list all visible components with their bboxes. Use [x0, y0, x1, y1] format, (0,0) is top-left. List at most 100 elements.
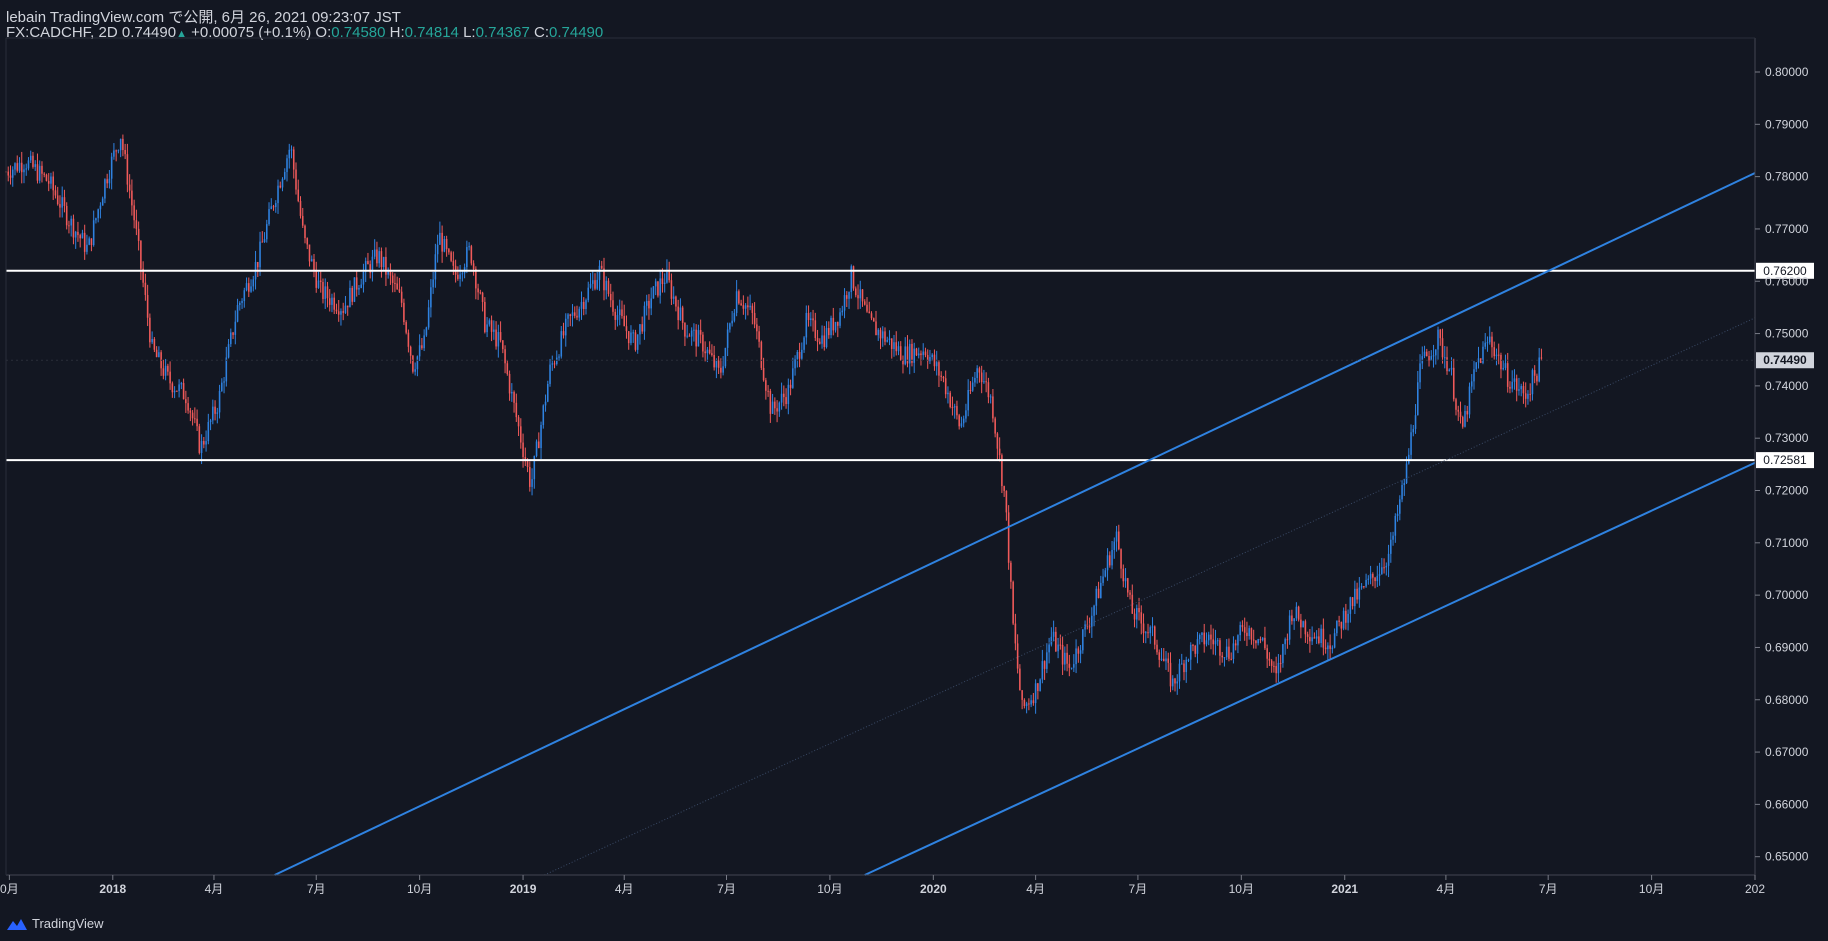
candle-body: [328, 298, 331, 305]
candle-body: [439, 232, 441, 245]
candle-body: [468, 246, 470, 248]
candle-body: [663, 282, 666, 284]
candle-body: [153, 338, 156, 350]
candle-body: [205, 441, 207, 445]
candle-body: [1488, 336, 1491, 343]
candle-body: [801, 349, 803, 359]
candle-body: [771, 401, 774, 414]
candle-body: [1295, 606, 1298, 619]
candle-body: [223, 381, 225, 383]
candle-body: [792, 368, 794, 388]
candle-body: [1122, 568, 1125, 582]
candle-body: [443, 238, 446, 252]
candle-body: [1464, 410, 1466, 427]
candle-body: [1497, 354, 1500, 356]
candle-body: [778, 402, 781, 412]
candle-body: [400, 291, 403, 303]
candle-body: [529, 467, 531, 487]
candle-body: [1066, 652, 1068, 664]
candle-body: [776, 408, 778, 412]
candle-body: [886, 340, 889, 342]
candle-body: [421, 345, 423, 349]
candle-body: [564, 318, 567, 336]
candle-body: [666, 270, 668, 283]
candle-body: [1385, 565, 1388, 568]
candle-body: [872, 318, 875, 322]
candle-body: [122, 138, 124, 150]
trend-channel-line[interactable]: [864, 461, 1756, 876]
publish-info: lebain TradingView.com で公開, 6月 26, 2021 …: [6, 6, 401, 27]
channel-mid-line[interactable]: [544, 317, 1756, 876]
candle-body: [929, 357, 931, 362]
candle-body: [819, 341, 821, 344]
candle-body: [1338, 620, 1340, 622]
candle-body: [1363, 586, 1365, 588]
candle-body: [394, 282, 396, 284]
candle-body: [787, 384, 790, 405]
candle-body: [686, 335, 688, 337]
candle-body: [493, 329, 495, 332]
candle-body: [349, 287, 351, 308]
level-price-box: [1756, 452, 1814, 469]
candle-body: [322, 281, 324, 299]
y-tick-label: 0.77000: [1765, 222, 1809, 236]
candle-body: [1401, 485, 1403, 500]
candle-body: [522, 442, 524, 458]
candle-body: [427, 307, 430, 328]
symbol-label[interactable]: FX:CADCHF, 2D: [6, 24, 118, 41]
candle-body: [762, 367, 765, 381]
candle-body: [1259, 639, 1262, 641]
candle-body: [1387, 553, 1390, 566]
candle-body: [27, 160, 30, 169]
last-price-box: [1756, 352, 1814, 369]
candle-body: [140, 240, 142, 269]
candle-body: [191, 412, 194, 419]
candle-body: [765, 380, 767, 391]
candle-body: [884, 331, 886, 342]
candle-body: [688, 335, 691, 337]
candle-body: [344, 305, 347, 313]
candle-body: [1037, 683, 1039, 691]
candle-body: [270, 206, 273, 210]
candle-body: [1210, 634, 1212, 640]
candle-body: [585, 300, 587, 309]
trend-channel-line[interactable]: [274, 172, 1756, 876]
candle-body: [248, 283, 250, 292]
candle-body: [398, 289, 401, 292]
candle-body: [385, 256, 387, 275]
candle-body: [1046, 652, 1048, 669]
candle-body: [897, 346, 900, 352]
candle-body: [836, 321, 839, 326]
candle-body: [171, 383, 174, 393]
candle-body: [926, 355, 929, 362]
candle-body: [1131, 594, 1134, 614]
candle-body: [1237, 635, 1239, 646]
candle-body: [16, 163, 19, 171]
candle-body: [938, 362, 940, 376]
x-tick-label: 2020: [920, 882, 947, 896]
candle-body: [1452, 367, 1455, 400]
candle-body: [1432, 355, 1435, 357]
candle-body: [679, 307, 682, 321]
candle-body: [1192, 644, 1194, 646]
candle-body: [1524, 393, 1527, 399]
candle-body: [279, 185, 282, 188]
candle-body: [1437, 329, 1439, 350]
candle-body: [221, 382, 223, 391]
candle-body: [158, 352, 160, 358]
candle-body: [1495, 354, 1498, 357]
candle-body: [1118, 531, 1120, 550]
candle-body: [310, 259, 313, 262]
candle-body: [243, 290, 246, 301]
y-tick-label: 0.76000: [1765, 274, 1809, 288]
candle-body: [369, 264, 371, 273]
candle-body: [1041, 661, 1044, 680]
candle-body: [845, 295, 848, 299]
candle-body: [499, 332, 502, 341]
candle-body: [603, 268, 605, 291]
candle-body: [1232, 643, 1235, 659]
x-tick-label: 202: [1745, 882, 1765, 896]
candle-body: [850, 266, 853, 293]
close-label: C:: [534, 24, 549, 41]
